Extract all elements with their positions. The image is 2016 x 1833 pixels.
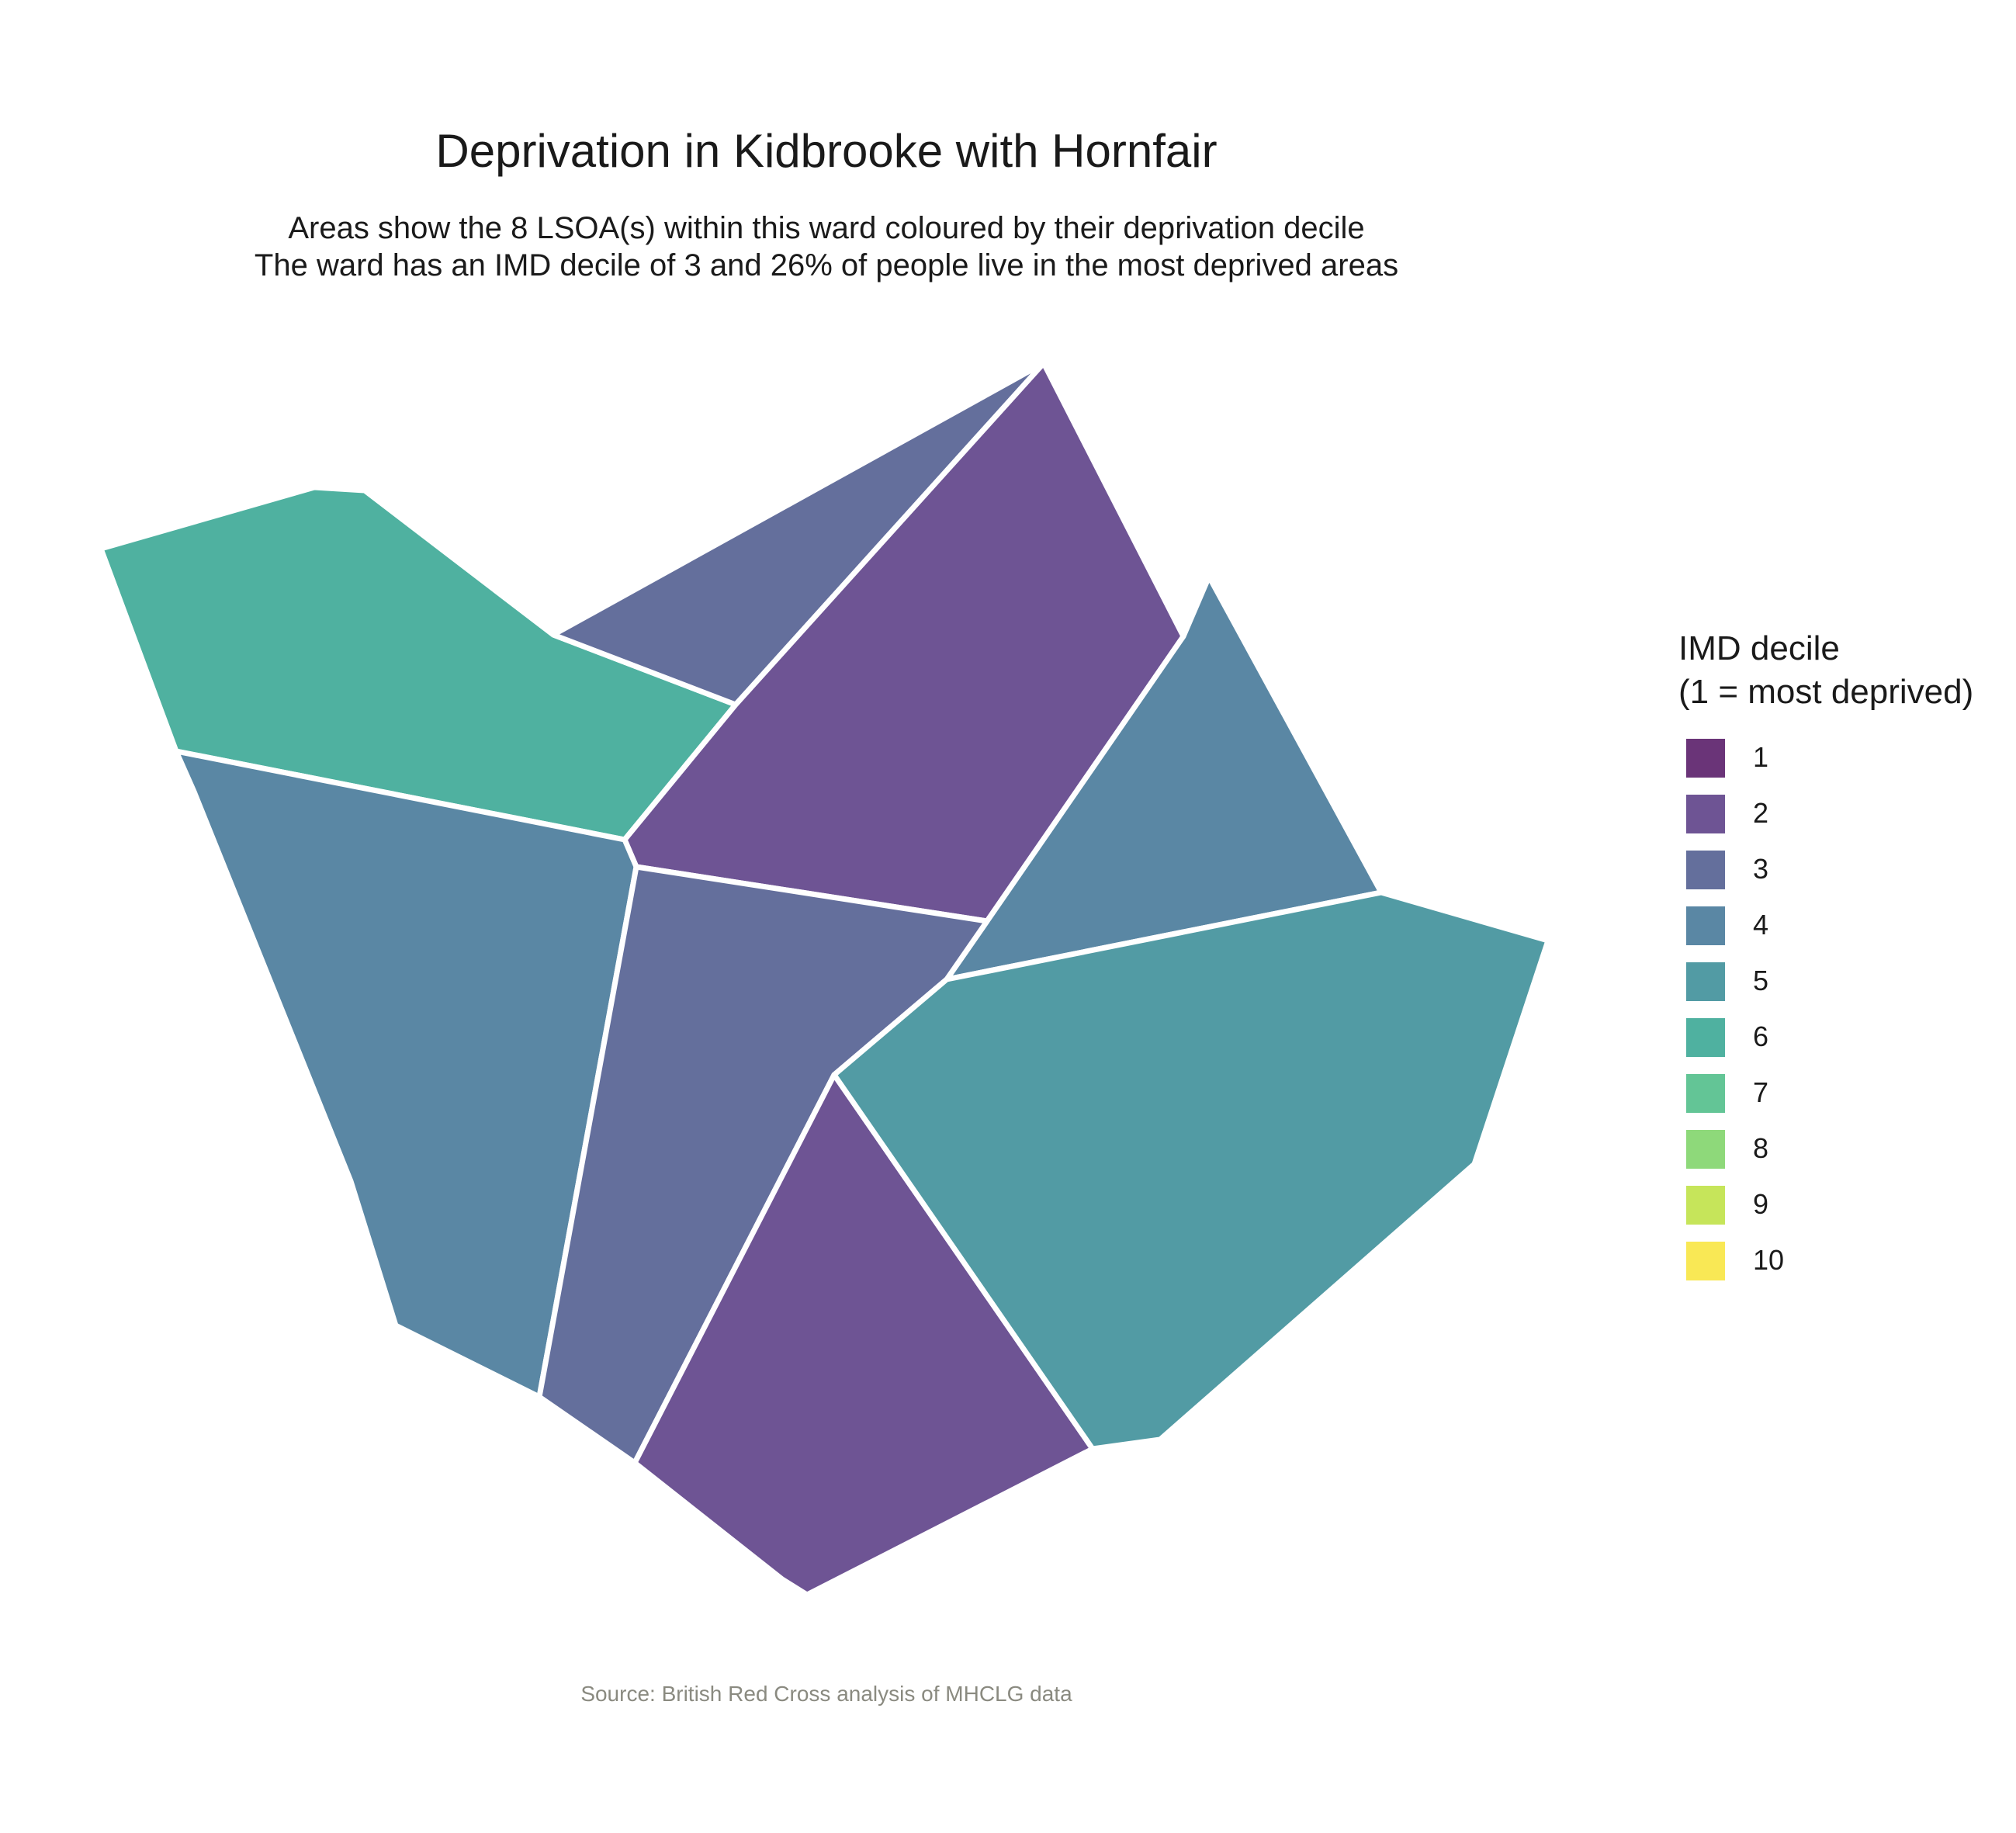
map-subtitle-line-1: Areas show the 8 LSOA(s) within this war… xyxy=(288,211,1365,245)
lsoa-area-southeast xyxy=(831,889,1551,1452)
legend-item: 2 xyxy=(1678,790,1973,846)
legend: IMD decile (1 = most deprived) 1 2 3 4 5 6 7 8 9… xyxy=(1678,627,1973,1293)
legend-label: 10 xyxy=(1753,1244,1785,1276)
legend-swatch xyxy=(1686,1074,1725,1113)
legend-label: 2 xyxy=(1753,797,1769,829)
legend-item: 10 xyxy=(1678,1237,1973,1293)
legend-title-line-1: IMD decile xyxy=(1678,629,1840,667)
legend-swatch xyxy=(1686,739,1725,778)
legend-swatch xyxy=(1686,906,1725,945)
legend-label: 4 xyxy=(1753,909,1769,941)
legend-item: 4 xyxy=(1678,902,1973,958)
legend-item: 9 xyxy=(1678,1181,1973,1237)
legend-label: 8 xyxy=(1753,1132,1769,1164)
legend-items: 1 2 3 4 5 6 7 8 9 10 xyxy=(1678,734,1973,1293)
map-subtitle-line-2: The ward has an IMD decile of 3 and 26% … xyxy=(254,248,1399,282)
legend-swatch xyxy=(1686,1242,1725,1280)
legend-label: 7 xyxy=(1753,1076,1769,1108)
legend-item: 6 xyxy=(1678,1014,1973,1069)
lsoa-area-west xyxy=(173,748,639,1400)
legend-item: 8 xyxy=(1678,1125,1973,1181)
legend-label: 9 xyxy=(1753,1188,1769,1220)
legend-item: 3 xyxy=(1678,846,1973,902)
legend-item: 5 xyxy=(1678,958,1973,1014)
legend-label: 6 xyxy=(1753,1020,1769,1052)
legend-label: 1 xyxy=(1753,741,1769,773)
legend-swatch xyxy=(1686,1186,1725,1225)
legend-swatch xyxy=(1686,851,1725,889)
map-title: Deprivation in Kidbrooke with Hornfair xyxy=(435,125,1218,177)
legend-item: 1 xyxy=(1678,734,1973,790)
legend-item: 7 xyxy=(1678,1069,1973,1125)
legend-title-line-2: (1 = most deprived) xyxy=(1678,673,1974,711)
legend-swatch xyxy=(1686,795,1725,833)
legend-swatch xyxy=(1686,1130,1725,1169)
source-caption: Source: British Red Cross analysis of MH… xyxy=(580,1682,1072,1706)
legend-label: 5 xyxy=(1753,965,1769,996)
legend-swatch xyxy=(1686,1018,1725,1057)
legend-swatch xyxy=(1686,962,1725,1001)
legend-label: 3 xyxy=(1753,853,1769,885)
